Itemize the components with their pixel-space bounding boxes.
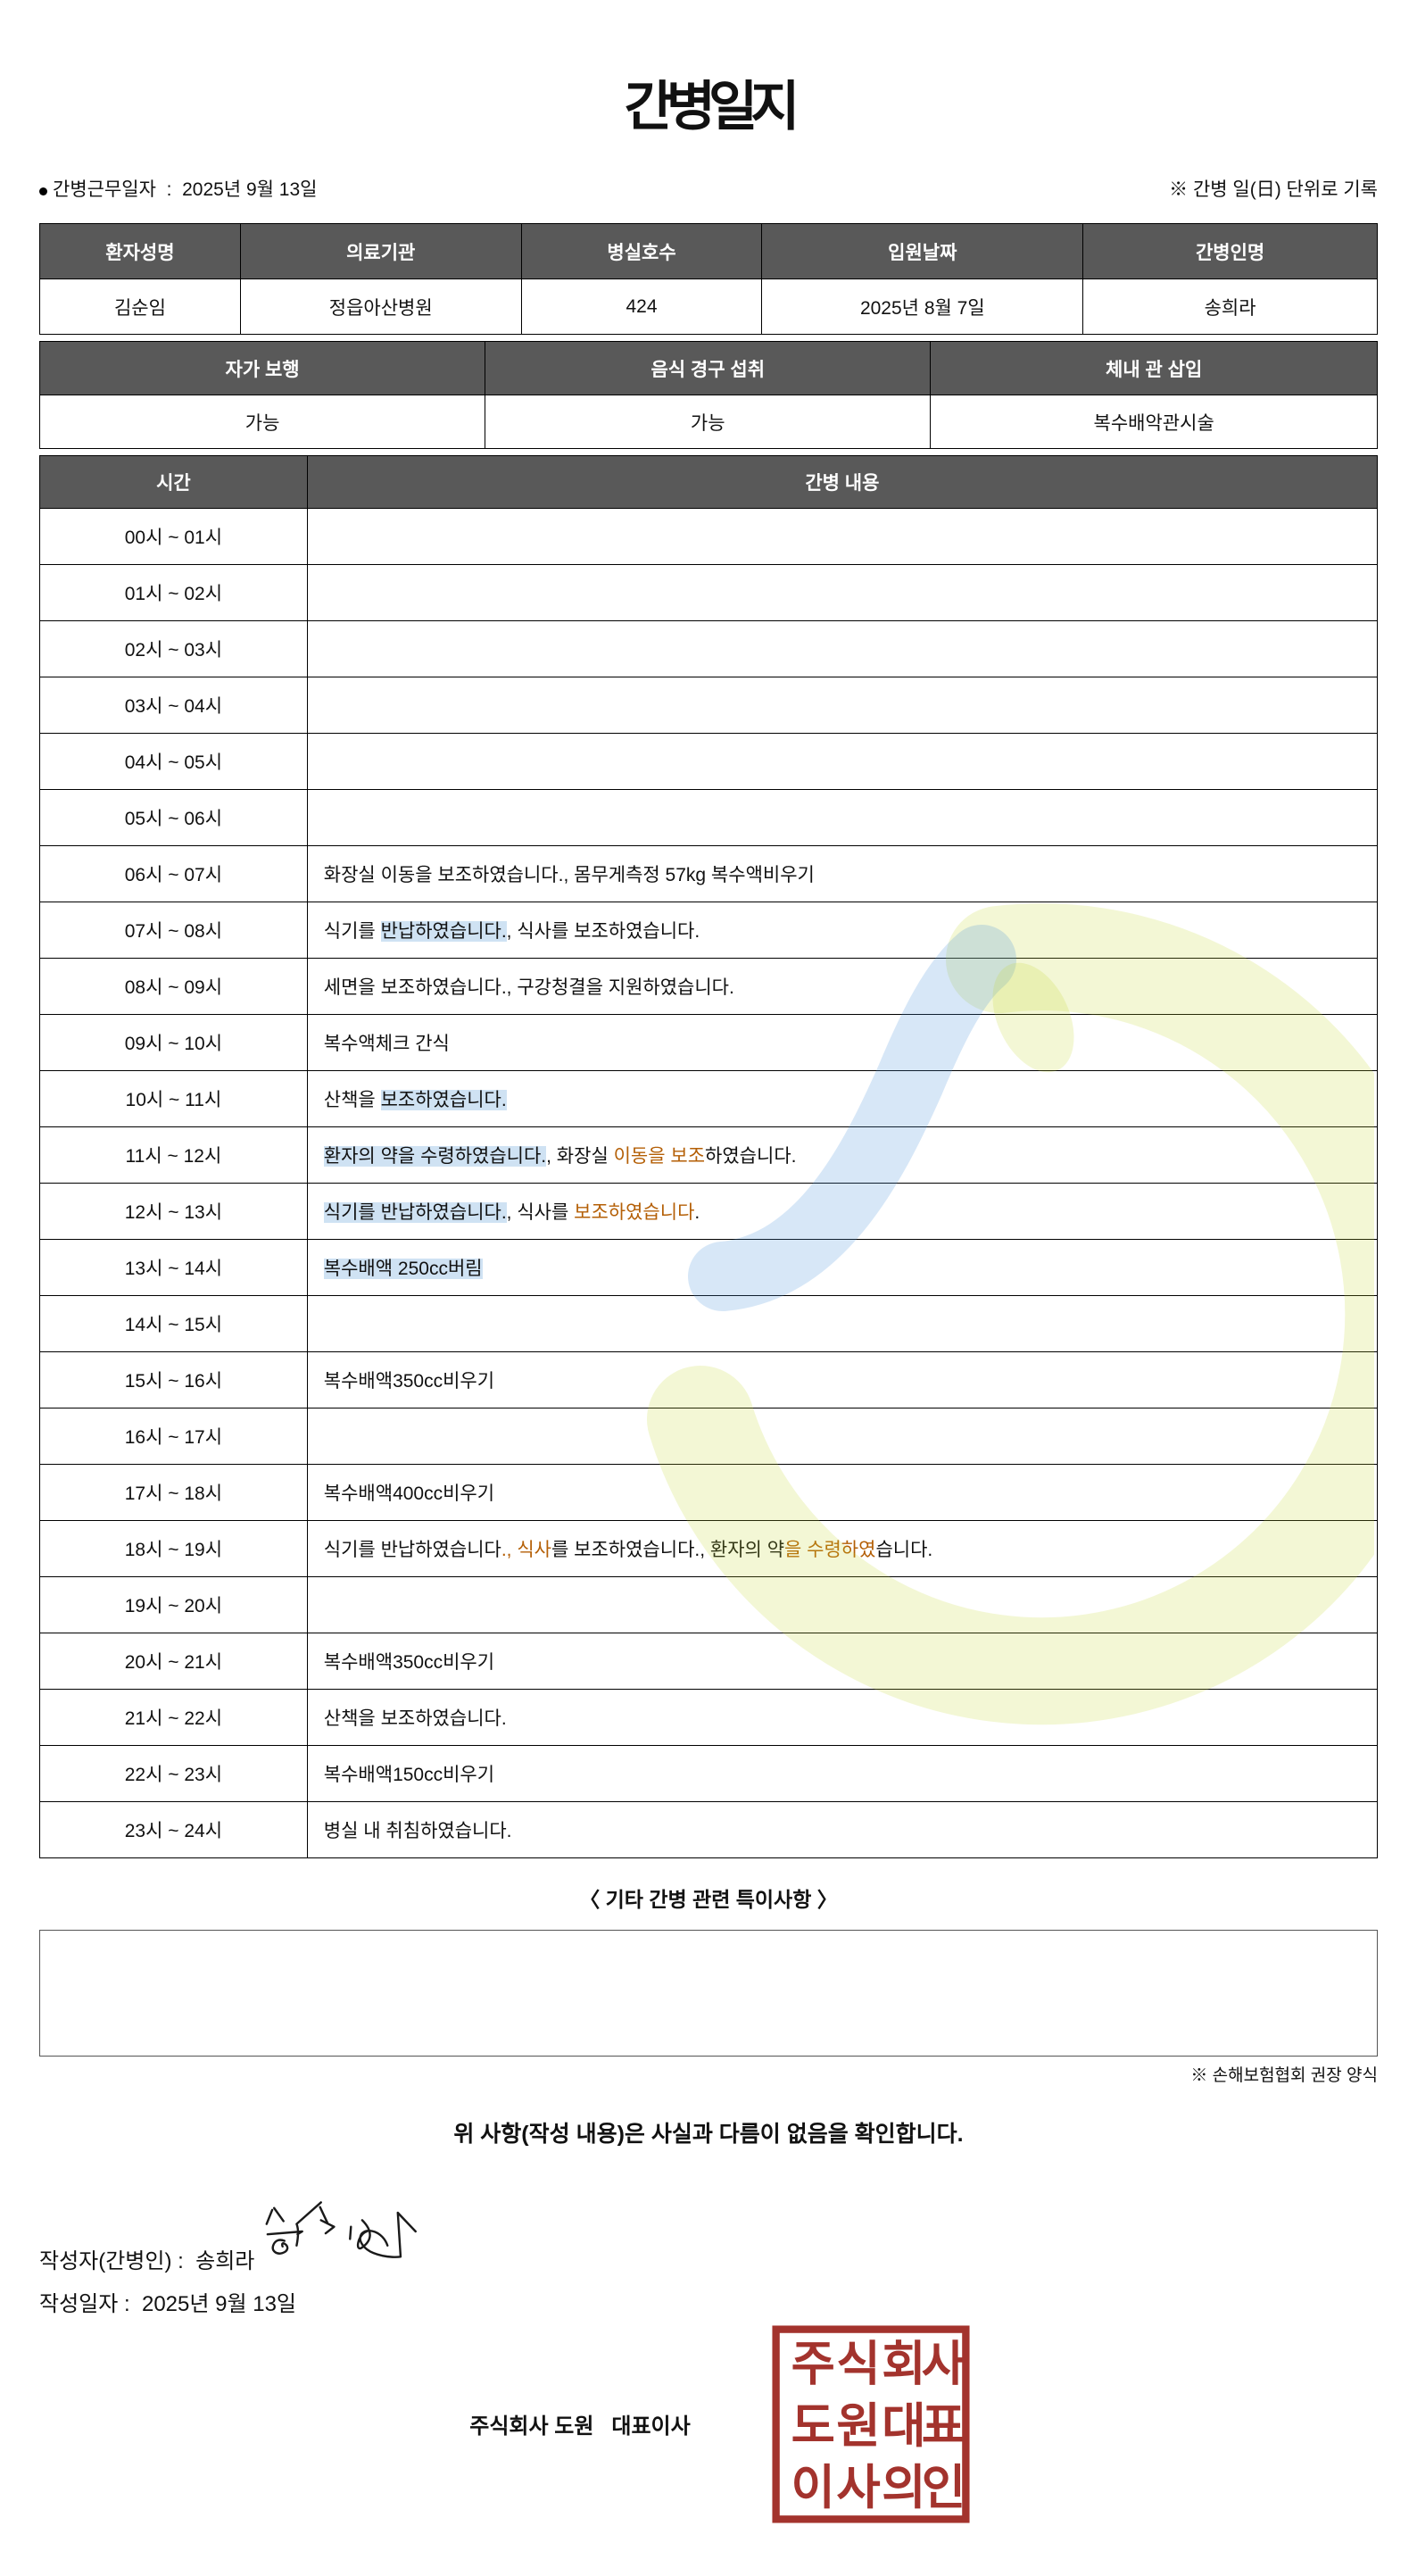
svg-text:인: 인 (922, 2461, 965, 2514)
svg-text:이: 이 (791, 2461, 835, 2514)
svg-text:의: 의 (882, 2461, 925, 2514)
svg-text:대: 대 (882, 2399, 925, 2453)
svg-text:주: 주 (791, 2337, 835, 2390)
svg-text:표: 표 (922, 2399, 965, 2453)
svg-text:사: 사 (836, 2461, 880, 2514)
svg-text:회: 회 (882, 2337, 925, 2390)
svg-text:식: 식 (836, 2337, 880, 2390)
svg-text:사: 사 (922, 2337, 965, 2390)
svg-text:도: 도 (791, 2399, 835, 2453)
svg-text:원: 원 (836, 2399, 880, 2453)
